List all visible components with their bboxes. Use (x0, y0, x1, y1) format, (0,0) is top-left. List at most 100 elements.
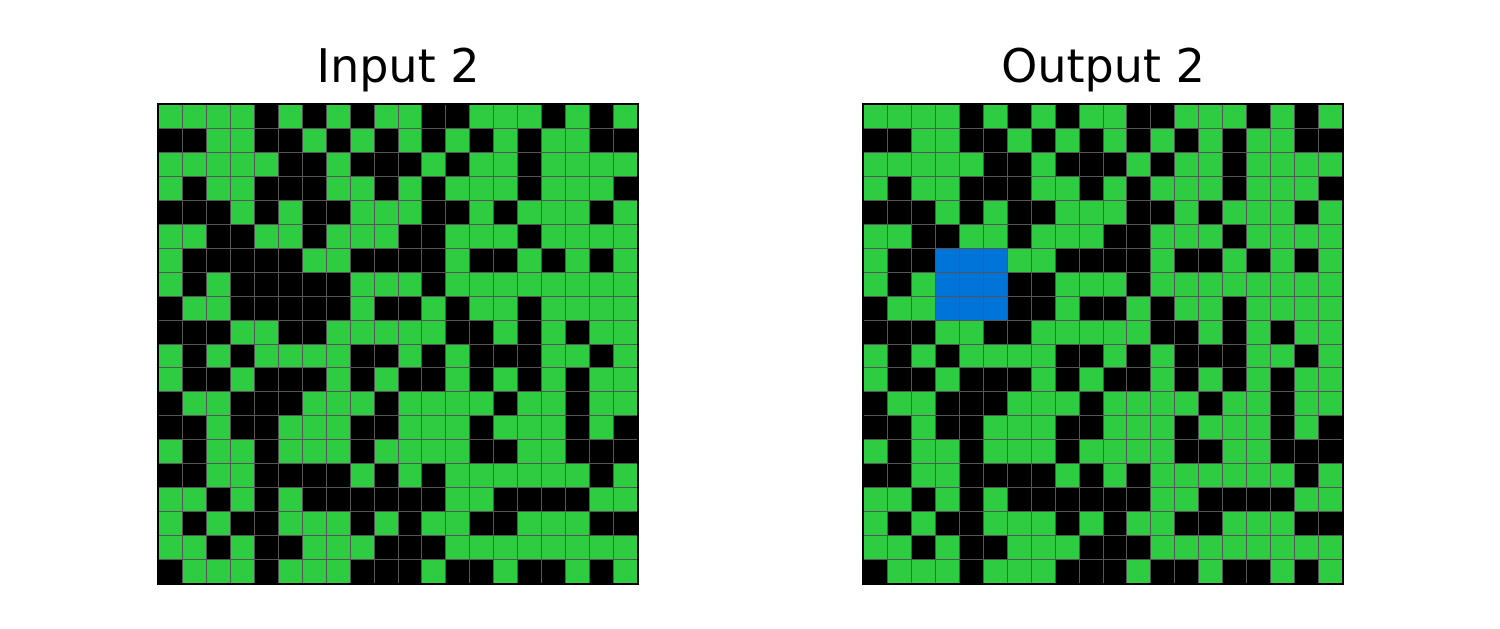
grid-cell (1127, 560, 1151, 583)
grid-cell (1271, 392, 1295, 416)
grid-cell (1031, 560, 1055, 583)
grid-cell (1271, 464, 1295, 488)
grid-cell (1199, 248, 1223, 272)
grid-cell (278, 368, 302, 392)
grid-cell (542, 488, 566, 512)
grid-cell (887, 344, 911, 368)
grid-cell (494, 344, 518, 368)
grid-cell (230, 344, 254, 368)
grid-cell (542, 128, 566, 152)
grid-cell (254, 105, 278, 128)
grid-cell (887, 128, 911, 152)
grid-cell (1319, 248, 1342, 272)
grid-cell (1031, 296, 1055, 320)
grid-cell (398, 440, 422, 464)
grid-cell (1103, 560, 1127, 583)
grid-cell (1175, 128, 1199, 152)
grid-cell (278, 560, 302, 583)
grid-cell (398, 416, 422, 440)
grid-cell (1175, 152, 1199, 176)
grid-cell (1079, 464, 1103, 488)
grid-cell (1055, 536, 1079, 560)
grid-cell (864, 512, 887, 536)
grid-cell (1127, 176, 1151, 200)
grid-cell (1151, 416, 1175, 440)
grid-cell (1007, 512, 1031, 536)
grid-cell (887, 224, 911, 248)
grid-cell (864, 152, 887, 176)
grid-cell (230, 248, 254, 272)
grid-cell (398, 344, 422, 368)
grid-cell (1151, 152, 1175, 176)
grid-cell (959, 105, 983, 128)
grid-cell (566, 200, 590, 224)
grid-cell (1031, 320, 1055, 344)
grid-cell (1223, 105, 1247, 128)
grid-cell (206, 128, 230, 152)
grid-cell (1127, 416, 1151, 440)
grid-cell (446, 128, 470, 152)
grid-cell (959, 560, 983, 583)
grid-cell (1247, 488, 1271, 512)
grid-cell (1151, 392, 1175, 416)
grid-cell (1319, 296, 1342, 320)
grid-cell (864, 464, 887, 488)
grid-cell (1223, 296, 1247, 320)
grid-cell (326, 176, 350, 200)
output-grid (862, 103, 1344, 585)
grid-cell (590, 224, 614, 248)
grid-cell (1055, 368, 1079, 392)
grid-cell (1319, 416, 1342, 440)
grid-cell (1271, 536, 1295, 560)
grid-cell (159, 176, 182, 200)
grid-cell (326, 464, 350, 488)
grid-cell (398, 176, 422, 200)
grid-cell (302, 200, 326, 224)
grid-cell (566, 224, 590, 248)
grid-cell (1151, 488, 1175, 512)
grid-cell (911, 344, 935, 368)
grid-cell (1247, 296, 1271, 320)
grid-cell (1007, 272, 1031, 296)
grid-cell (398, 224, 422, 248)
grid-cell (326, 296, 350, 320)
grid-cell (983, 560, 1007, 583)
grid-cell (935, 440, 959, 464)
grid-cell (1007, 105, 1031, 128)
grid-cell (1031, 248, 1055, 272)
grid-cell (1223, 320, 1247, 344)
grid-cell (1055, 224, 1079, 248)
grid-cell (1271, 296, 1295, 320)
grid-cell (1199, 152, 1223, 176)
grid-cell (1247, 560, 1271, 583)
grid-cell (1079, 440, 1103, 464)
grid-cell (494, 560, 518, 583)
grid-cell (470, 392, 494, 416)
grid-cell (1055, 560, 1079, 583)
grid-cell (350, 512, 374, 536)
grid-cell (1127, 512, 1151, 536)
grid-cell (542, 272, 566, 296)
grid-cell (1175, 392, 1199, 416)
grid-cell (350, 464, 374, 488)
grid-cell (1031, 416, 1055, 440)
grid-cell (566, 296, 590, 320)
grid-cell (566, 440, 590, 464)
grid-cell (1295, 416, 1319, 440)
grid-cell (302, 464, 326, 488)
grid-cell (1007, 320, 1031, 344)
grid-cell (1151, 296, 1175, 320)
grid-cell (159, 296, 182, 320)
grid-cell (422, 464, 446, 488)
grid-cell (959, 248, 983, 272)
grid-cell (935, 464, 959, 488)
grid-cell (935, 392, 959, 416)
grid-cell (350, 560, 374, 583)
grid-cell (911, 488, 935, 512)
grid-cell (518, 464, 542, 488)
grid-cell (1319, 512, 1342, 536)
grid-cell (983, 272, 1007, 296)
grid-cell (566, 488, 590, 512)
grid-cell (278, 320, 302, 344)
grid-cell (542, 344, 566, 368)
